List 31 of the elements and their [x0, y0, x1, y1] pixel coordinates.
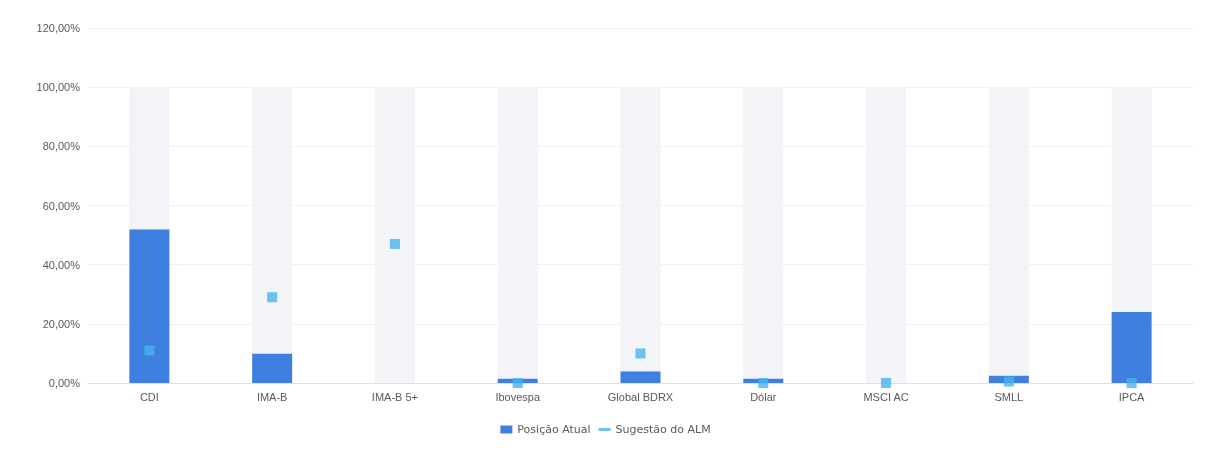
legend-label: Sugestão do ALM: [615, 423, 711, 436]
y-tick-label: 20,00%: [42, 317, 81, 330]
x-tick-label: IMA-B 5+: [371, 390, 419, 403]
point: [1126, 378, 1137, 388]
point: [389, 238, 400, 249]
bar: [1111, 312, 1152, 383]
y-tick-label: 0,00%: [48, 377, 81, 389]
point: [635, 348, 646, 359]
y-tick-label: 120,00%: [36, 22, 81, 34]
bar: [252, 353, 293, 383]
x-tick-label: CDI: [139, 390, 159, 403]
point: [267, 292, 278, 303]
bar: [129, 229, 170, 383]
x-tick-label: IPCA: [1118, 390, 1146, 403]
y-tick-label: 80,00%: [42, 140, 81, 153]
x-tick-label: SMLL: [994, 390, 1024, 403]
bar: [620, 371, 661, 383]
x-tick-label: IMA-B: [256, 390, 288, 403]
x-tick-label: MSCI AC: [863, 390, 909, 403]
point: [881, 378, 892, 388]
legend-label: Posição Atual: [517, 423, 591, 436]
point: [144, 345, 155, 356]
point: [512, 378, 523, 388]
y-tick-label: 40,00%: [42, 258, 81, 271]
point: [758, 378, 769, 388]
y-tick-label: 100,00%: [36, 81, 81, 94]
x-tick-label: Global BDRX: [607, 390, 674, 403]
x-tick-label: Ibovespa: [495, 390, 541, 403]
y-tick-label: 60,00%: [42, 199, 81, 212]
point: [1003, 376, 1014, 387]
x-tick-label: Dólar: [750, 390, 777, 403]
